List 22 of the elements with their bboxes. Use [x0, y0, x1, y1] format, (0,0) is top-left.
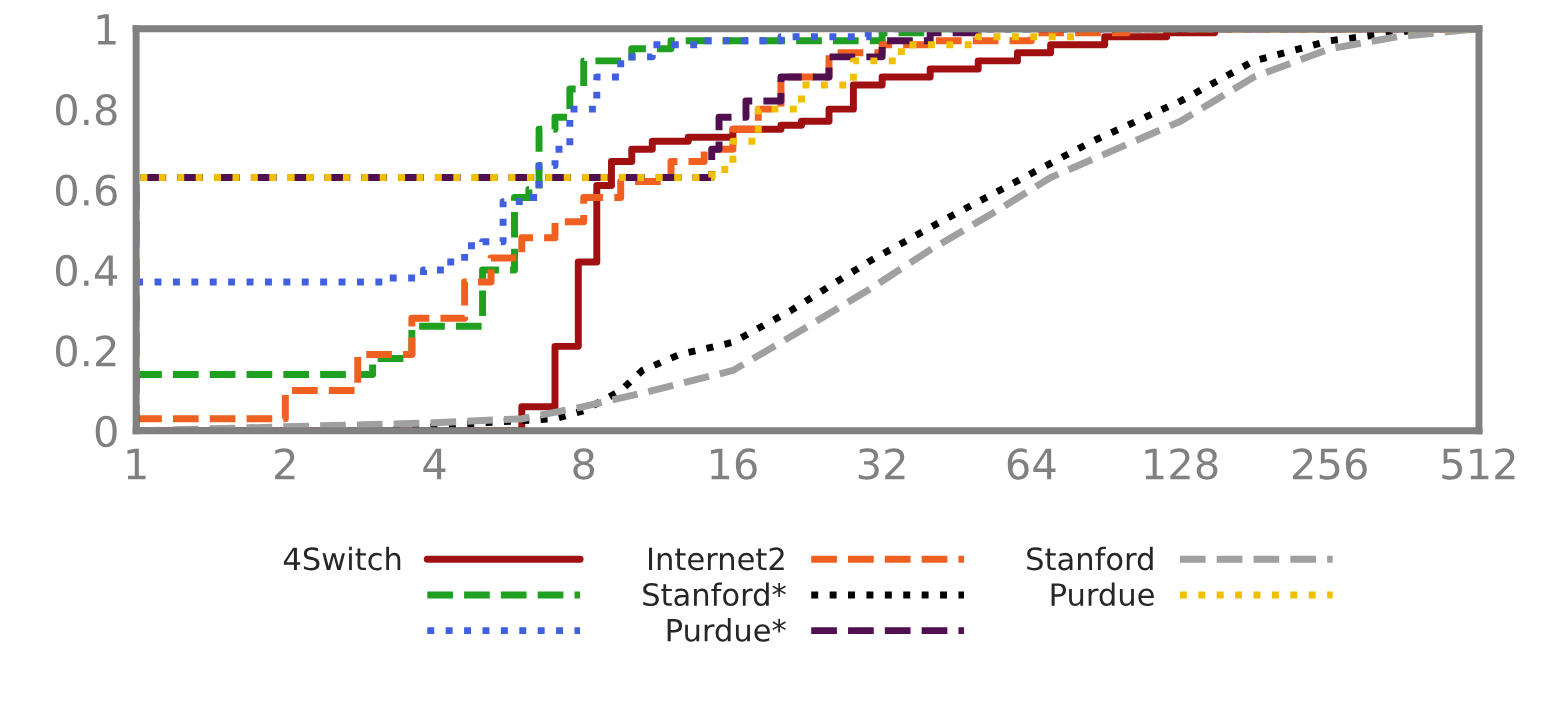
x-tick-label: 4 — [423, 448, 446, 480]
x-tick-label: 256 — [1293, 448, 1367, 480]
y-tick-label: 0.8 — [55, 94, 117, 126]
x-tick-label: 16 — [711, 448, 757, 480]
x-tick-label: 128 — [1145, 448, 1218, 480]
y-tick-label: 0.6 — [55, 174, 117, 206]
legend-label: Internet2 — [649, 547, 784, 571]
legend-label: 4Switch — [283, 546, 401, 571]
legend-label: Stanford* — [643, 582, 786, 607]
x-tick-label: 64 — [1007, 448, 1056, 480]
y-tick-label: 0.4 — [55, 254, 118, 287]
legend-label: Purdue — [1051, 582, 1154, 607]
y-tick-label: 0.2 — [55, 335, 116, 367]
x-tick-label: 32 — [858, 448, 905, 480]
x-tick-label: 2 — [275, 448, 295, 480]
legend-label: Purdue* — [667, 618, 786, 642]
x-tick-label: 8 — [573, 448, 595, 480]
x-tick-label: 512 — [1442, 448, 1515, 480]
legend-label: Stanford — [1027, 546, 1153, 571]
y-tick-label: 0 — [95, 415, 117, 448]
x-tick-label: 1 — [127, 448, 146, 480]
y-tick-label: 1 — [97, 14, 116, 45]
